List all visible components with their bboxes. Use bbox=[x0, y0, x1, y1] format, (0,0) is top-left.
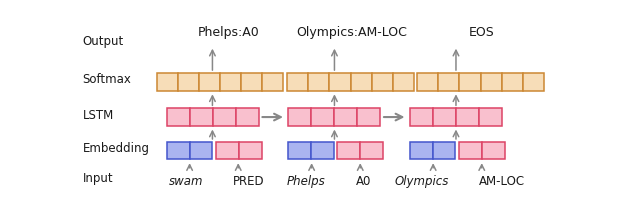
Bar bbox=[393, 73, 414, 91]
Bar bbox=[262, 73, 284, 91]
Text: Phelps:A0: Phelps:A0 bbox=[198, 26, 260, 40]
Bar bbox=[410, 108, 433, 126]
Bar bbox=[239, 142, 262, 160]
Bar bbox=[308, 73, 330, 91]
Text: Input: Input bbox=[83, 172, 113, 185]
Bar bbox=[189, 142, 212, 160]
Bar bbox=[502, 73, 523, 91]
Bar bbox=[236, 108, 259, 126]
Text: Phelps: Phelps bbox=[286, 175, 325, 188]
Bar bbox=[357, 108, 380, 126]
Bar bbox=[482, 142, 504, 160]
Text: PRED: PRED bbox=[233, 175, 264, 188]
Bar bbox=[167, 108, 189, 126]
Bar bbox=[167, 142, 189, 160]
Bar bbox=[433, 108, 456, 126]
Bar bbox=[410, 142, 433, 160]
Bar bbox=[360, 142, 383, 160]
Bar bbox=[288, 108, 311, 126]
Bar bbox=[372, 73, 393, 91]
Bar bbox=[481, 73, 502, 91]
Text: Embedding: Embedding bbox=[83, 142, 150, 155]
Text: A0: A0 bbox=[356, 175, 371, 188]
Bar bbox=[456, 108, 479, 126]
Bar bbox=[334, 108, 357, 126]
Text: swam: swam bbox=[168, 175, 203, 188]
Text: Softmax: Softmax bbox=[83, 73, 131, 86]
Bar bbox=[460, 73, 481, 91]
Bar bbox=[311, 142, 334, 160]
Bar bbox=[523, 73, 544, 91]
Bar bbox=[220, 73, 241, 91]
Bar bbox=[438, 73, 460, 91]
Bar bbox=[288, 142, 311, 160]
Bar bbox=[216, 142, 239, 160]
Text: AM-LOC: AM-LOC bbox=[479, 175, 525, 188]
Bar bbox=[433, 142, 456, 160]
Bar bbox=[417, 73, 438, 91]
Bar bbox=[212, 108, 236, 126]
Bar bbox=[199, 73, 220, 91]
Bar bbox=[157, 73, 178, 91]
Bar bbox=[337, 142, 360, 160]
Text: Olympics: Olympics bbox=[394, 175, 449, 188]
Text: EOS: EOS bbox=[469, 26, 495, 40]
Bar bbox=[241, 73, 262, 91]
Bar bbox=[311, 108, 334, 126]
Bar bbox=[479, 108, 502, 126]
Bar bbox=[351, 73, 372, 91]
Text: Olympics:AM-LOC: Olympics:AM-LOC bbox=[296, 26, 407, 40]
Text: LSTM: LSTM bbox=[83, 109, 114, 122]
Bar bbox=[178, 73, 199, 91]
Text: Output: Output bbox=[83, 35, 124, 48]
Bar bbox=[189, 108, 212, 126]
Bar bbox=[459, 142, 482, 160]
Bar bbox=[287, 73, 308, 91]
Bar bbox=[330, 73, 351, 91]
